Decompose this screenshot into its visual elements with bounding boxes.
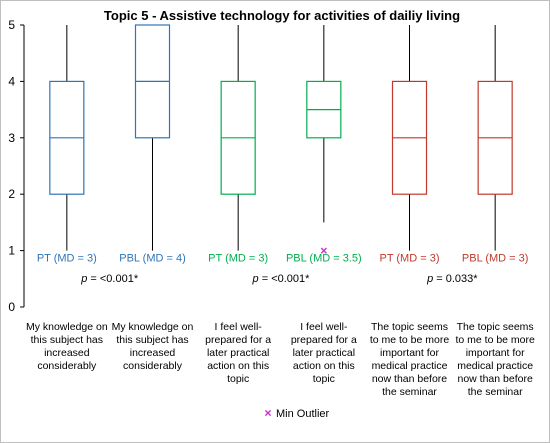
box-6: PBL (MD = 3) bbox=[462, 25, 529, 265]
group-label: PT (MD = 3) bbox=[379, 253, 439, 265]
category-label-line: later practical bbox=[207, 347, 269, 359]
category-label-line: to me to be more bbox=[455, 334, 535, 346]
box-1: PT (MD = 3) bbox=[37, 25, 97, 265]
y-axis: 0 1 2 3 4 5 bbox=[8, 18, 25, 314]
y-tick-label: 3 bbox=[8, 131, 15, 145]
category-label-line: increased bbox=[44, 347, 90, 359]
p-value-label: p = <0.001* bbox=[252, 273, 311, 285]
p-value-label: p = 0.033* bbox=[426, 273, 478, 285]
category-label-line: topic bbox=[227, 373, 249, 385]
group-label: PBL (MD = 4) bbox=[119, 253, 186, 265]
category-label-line: action on this bbox=[293, 360, 355, 372]
y-tick-label: 4 bbox=[8, 74, 15, 88]
category-label-line: medical practice bbox=[372, 360, 448, 372]
y-tick-label: 1 bbox=[8, 244, 15, 258]
category-label-line: now than before bbox=[458, 373, 533, 385]
category-label-line: topic bbox=[313, 373, 335, 385]
box-2: PBL (MD = 4) bbox=[119, 24, 186, 265]
group-label: PT (MD = 3) bbox=[37, 253, 97, 265]
outlier-marker bbox=[320, 247, 327, 254]
category-label-line: this subject has bbox=[31, 334, 103, 346]
legend-marker-stroke bbox=[264, 409, 272, 417]
category-label: The topic seems to me to be more important… bbox=[455, 321, 535, 398]
p-value-annotations: p = <0.001* p = <0.001* p = 0.033* bbox=[80, 273, 478, 285]
p-value-label: p = <0.001* bbox=[80, 273, 139, 285]
outlier-stroke bbox=[320, 247, 327, 254]
category-labels: My knowledge on this subject has increased… bbox=[26, 321, 535, 398]
box-4: PBL (MD = 3.5) bbox=[286, 25, 362, 265]
y-tick-label: 0 bbox=[8, 300, 15, 314]
category-label-line: My knowledge on bbox=[112, 321, 194, 333]
boxes: PT (MD = 3) PBL (MD = 4) PT (MD = 3) PBL (M… bbox=[37, 24, 529, 265]
y-tick-label: 2 bbox=[8, 187, 15, 201]
p-value: = <0.001* bbox=[259, 273, 310, 285]
chart-title: Topic 5 - Assistive technology for activ… bbox=[104, 8, 460, 23]
category-label-line: to me to be more bbox=[370, 334, 450, 346]
category-label-line: the seminar bbox=[468, 386, 523, 398]
category-label: My knowledge on this subject has increased… bbox=[112, 321, 194, 372]
box-5: PT (MD = 3) bbox=[379, 25, 440, 265]
category-label-line: considerably bbox=[123, 360, 183, 372]
category-label-line: this subject has bbox=[116, 334, 188, 346]
category-label-line: My knowledge on bbox=[26, 321, 108, 333]
category-label-line: prepared for a bbox=[291, 334, 357, 346]
category-label: I feel well-prepared for a later practica… bbox=[291, 321, 357, 385]
legend-marker bbox=[264, 409, 272, 417]
category-label-line: I feel well- bbox=[215, 321, 263, 333]
category-label-line: important for bbox=[466, 347, 525, 359]
group-label: PBL (MD = 3.5) bbox=[286, 253, 362, 265]
category-label-line: I feel well- bbox=[300, 321, 348, 333]
p-symbol: p bbox=[252, 273, 259, 285]
legend: Min Outlier bbox=[264, 408, 330, 420]
p-symbol: p bbox=[426, 273, 433, 285]
category-label-line: considerably bbox=[37, 360, 97, 372]
category-label: My knowledge on this subject has increased… bbox=[26, 321, 108, 372]
category-label-line: important for bbox=[380, 347, 439, 359]
p-symbol: p bbox=[80, 273, 87, 285]
category-label-line: The topic seems bbox=[457, 321, 534, 333]
y-tick-label: 5 bbox=[8, 18, 15, 32]
box-3: PT (MD = 3) bbox=[208, 25, 268, 265]
group-label: PBL (MD = 3) bbox=[462, 253, 529, 265]
category-label-line: action on this bbox=[207, 360, 269, 372]
category-label-line: prepared for a bbox=[205, 334, 271, 346]
category-label-line: the seminar bbox=[382, 386, 437, 398]
category-label-line: increased bbox=[130, 347, 176, 359]
category-label: I feel well-prepared for a later practica… bbox=[205, 321, 271, 385]
legend-label: Min Outlier bbox=[276, 408, 330, 420]
p-value: = <0.001* bbox=[87, 273, 138, 285]
p-value: = 0.033* bbox=[433, 273, 478, 285]
category-label: The topic seems to me to be more important… bbox=[370, 321, 450, 398]
category-label-line: The topic seems bbox=[371, 321, 448, 333]
category-label-line: now than before bbox=[372, 373, 447, 385]
category-label-line: medical practice bbox=[457, 360, 533, 372]
category-label-line: later practical bbox=[293, 347, 355, 359]
group-label: PT (MD = 3) bbox=[208, 253, 268, 265]
